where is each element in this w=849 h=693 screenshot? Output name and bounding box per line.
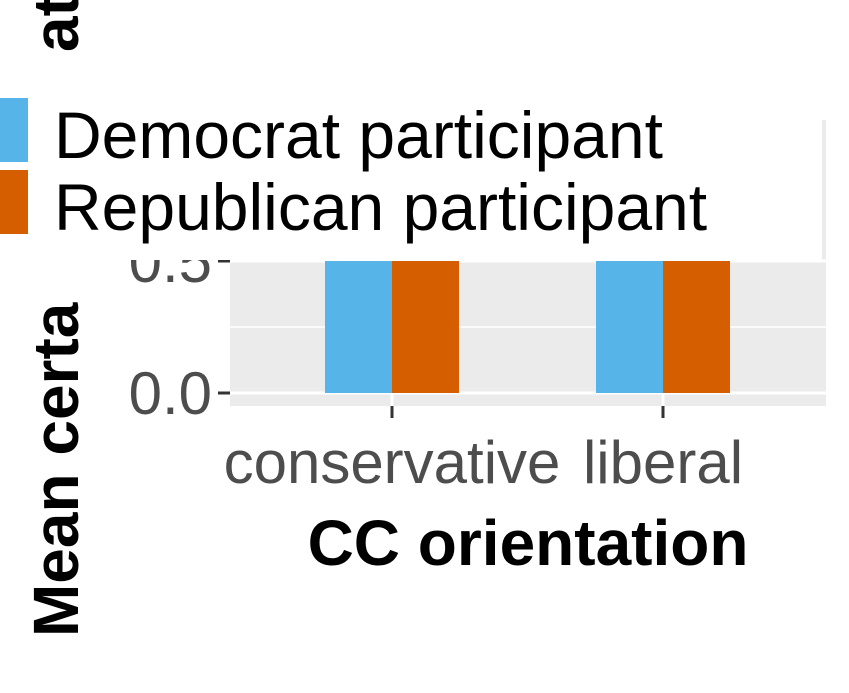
bar-liberal-republican xyxy=(663,261,730,393)
bars xyxy=(325,261,730,393)
x-axis: conservative liberal xyxy=(224,406,743,496)
x-tick-label-conservative: conservative xyxy=(224,429,561,496)
legend-label-republican: Republican participant xyxy=(54,170,707,244)
bar-conservative-republican xyxy=(392,261,459,393)
bar-liberal-democrat xyxy=(596,261,663,393)
legend-label-democrat: Democrat participant xyxy=(54,98,663,172)
legend-key-democrat xyxy=(0,98,28,162)
legend: Democrat participant Republican particip… xyxy=(0,94,822,260)
bar-conservative-democrat xyxy=(325,261,392,393)
legend-key-republican xyxy=(0,170,28,234)
legend-background xyxy=(0,94,822,260)
y-tick-label: 0.0 xyxy=(129,360,212,427)
y-axis-title-fragment: at xyxy=(20,0,92,52)
x-axis-title: CC orientation xyxy=(308,507,749,579)
y-axis-title: Mean certa xyxy=(20,302,92,637)
x-tick-label-liberal: liberal xyxy=(583,429,743,496)
